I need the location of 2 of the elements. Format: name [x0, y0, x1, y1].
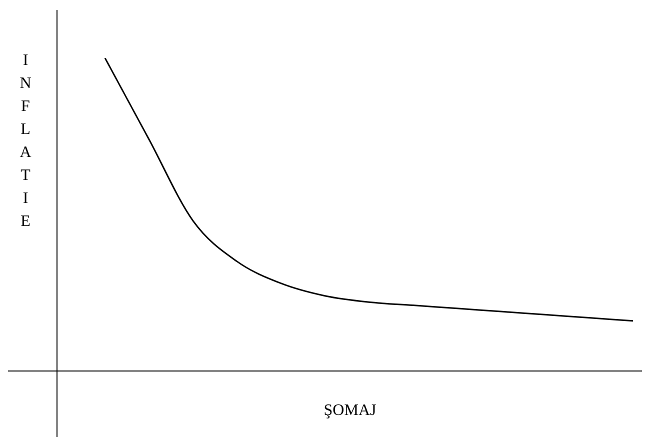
y-axis-title: INFLATIE [16, 52, 34, 236]
x-axis-title: ŞOMAJ [322, 402, 378, 420]
